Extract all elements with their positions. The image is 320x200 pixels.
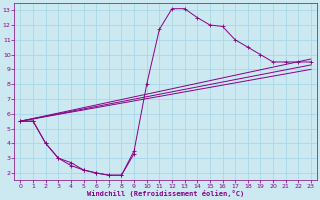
X-axis label: Windchill (Refroidissement éolien,°C): Windchill (Refroidissement éolien,°C) bbox=[87, 190, 244, 197]
